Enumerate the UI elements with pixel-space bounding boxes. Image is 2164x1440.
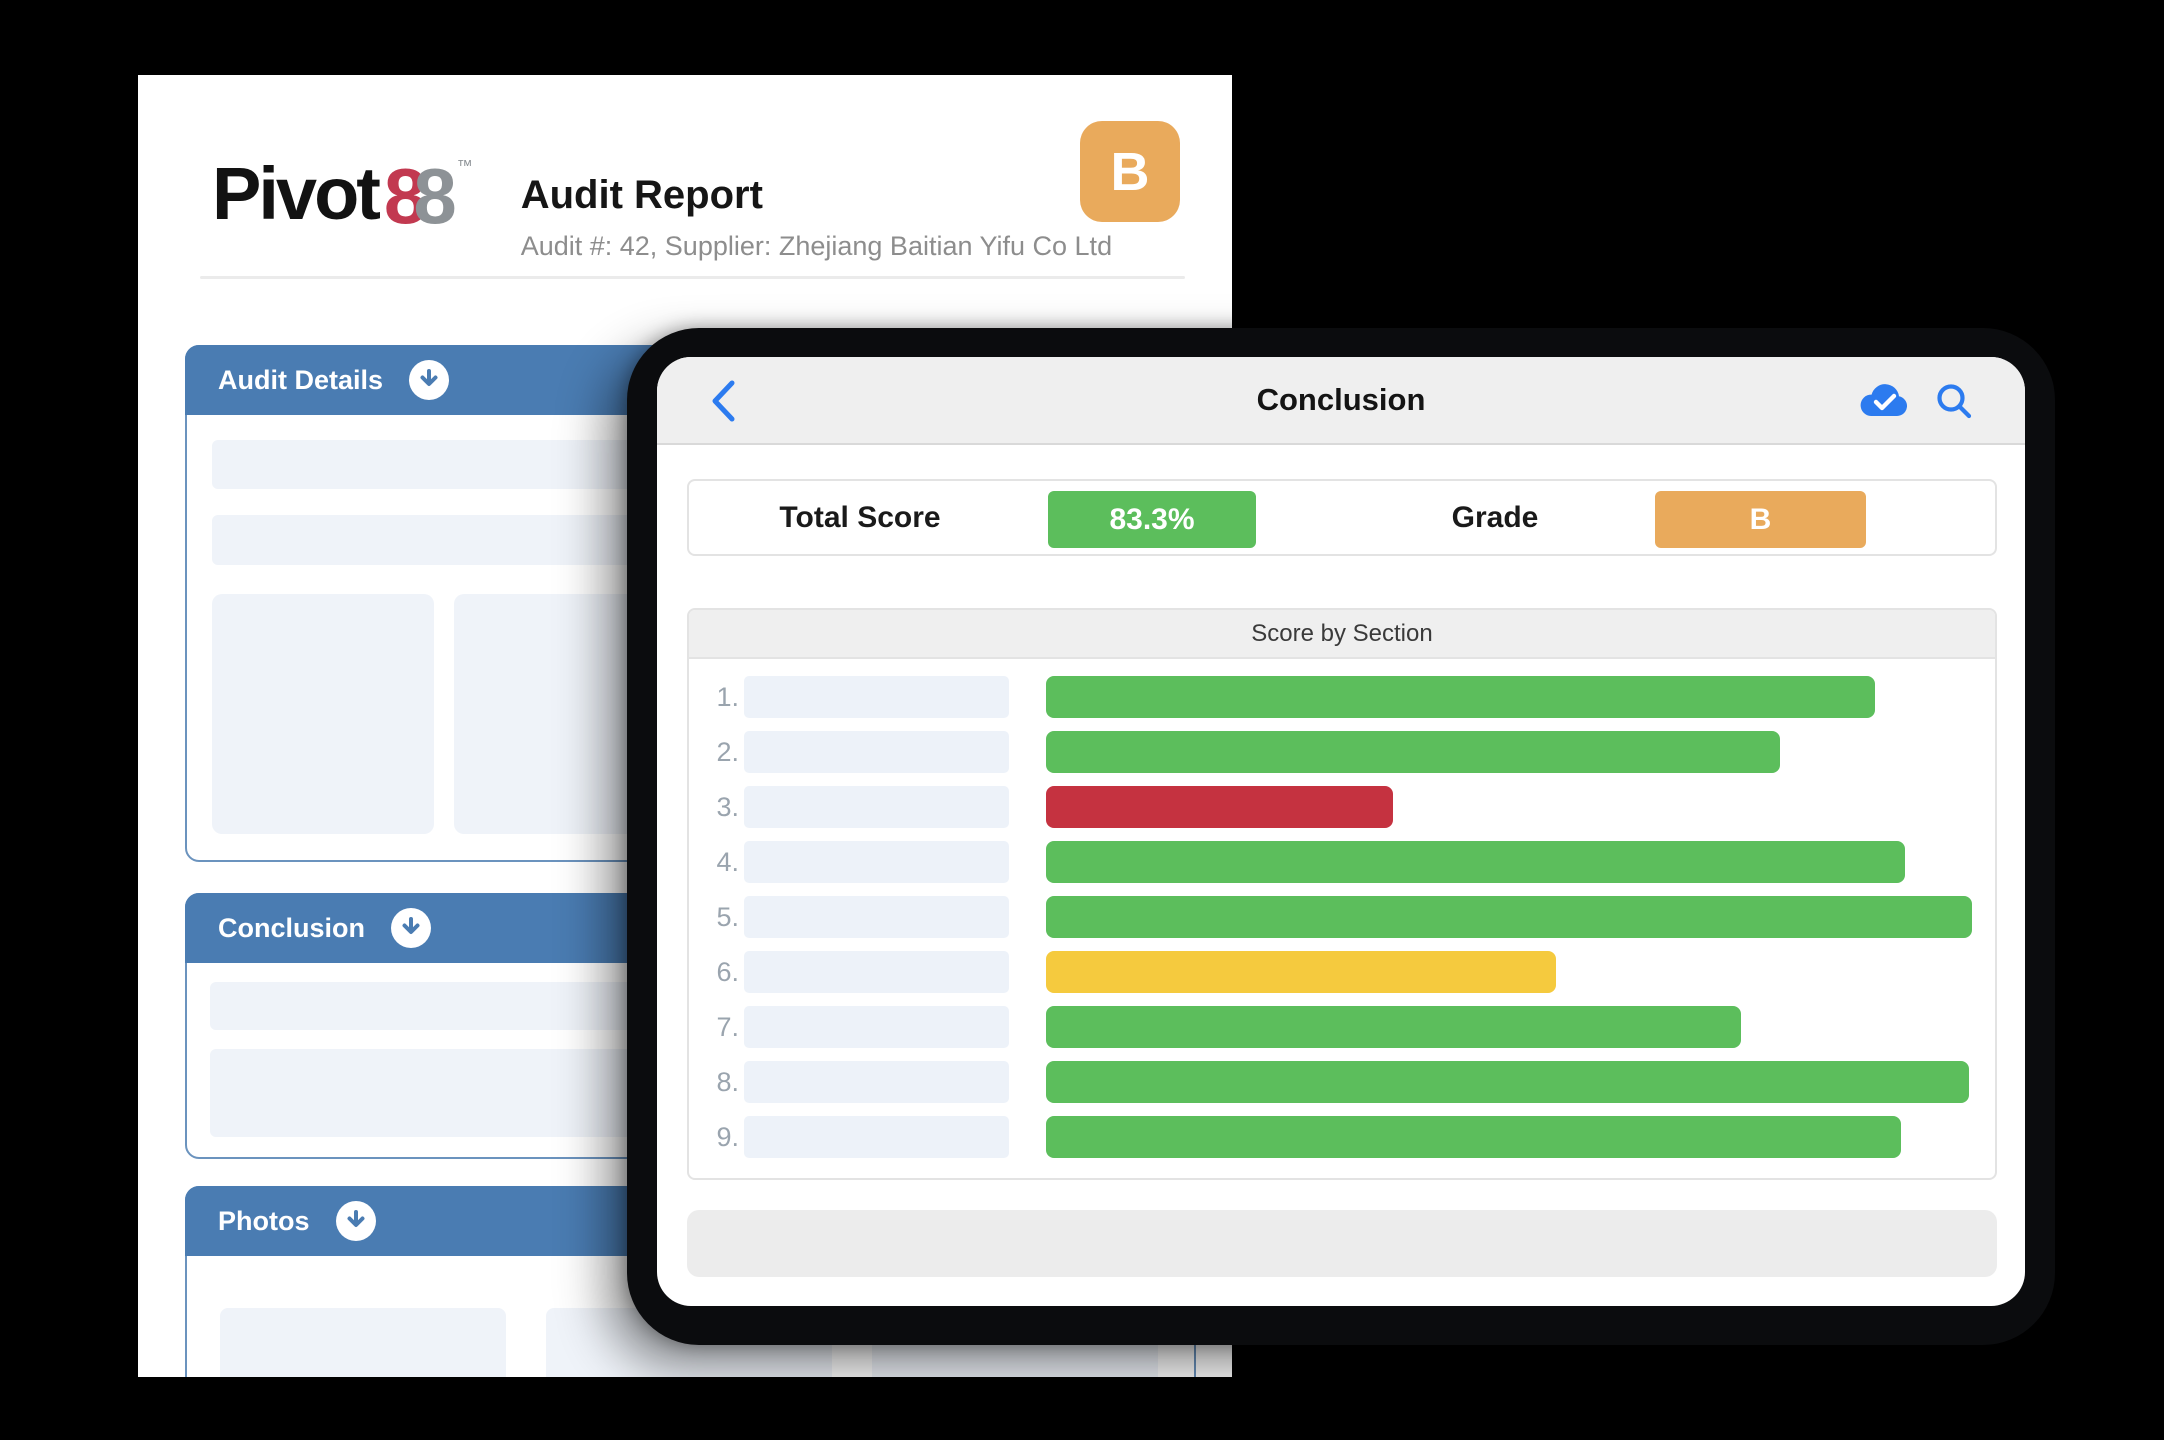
score-bar <box>1046 841 1906 883</box>
score-bar <box>1046 786 1394 828</box>
score-bar-track <box>1046 1061 1972 1103</box>
photos-label: Photos <box>218 1205 310 1236</box>
section-number: 3. <box>716 791 739 822</box>
score-bar <box>1046 896 1972 938</box>
score-by-section-title: Score by Section <box>689 610 1995 659</box>
download-arrow-icon <box>420 369 438 386</box>
cloud-check-icon <box>1860 384 1908 416</box>
section-number: 6. <box>716 956 739 987</box>
download-arrow-icon <box>402 917 420 934</box>
section-name-placeholder <box>744 951 1009 993</box>
section-name-placeholder <box>744 1006 1009 1048</box>
logo-eight-gray: 8 <box>413 152 457 240</box>
score-bar-track <box>1046 951 1972 993</box>
report-grade-badge: B <box>1080 121 1180 222</box>
section-score-row: 7. <box>689 1006 1995 1048</box>
section-score-row: 9. <box>689 1116 1995 1158</box>
score-bar <box>1046 951 1557 993</box>
report-subtitle: Audit #: 42, Supplier: Zhejiang Baitian … <box>520 231 1113 261</box>
score-bar <box>1046 676 1875 718</box>
download-button[interactable] <box>409 360 450 400</box>
section-number: 4. <box>716 846 739 877</box>
score-bar-track <box>1046 1006 1972 1048</box>
score-bar-track <box>1046 786 1972 828</box>
score-bar-track <box>1046 896 1972 938</box>
score-bar-track <box>1046 841 1972 883</box>
logo-wordmark: Pivot <box>212 152 381 235</box>
section-score-row: 8. <box>689 1061 1995 1103</box>
section-number: 2. <box>716 736 739 767</box>
header-divider <box>200 276 1185 279</box>
section-number: 5. <box>716 901 739 932</box>
tablet-nav-bar: Conclusion <box>657 357 2025 445</box>
section-name-placeholder <box>744 786 1009 828</box>
download-button[interactable] <box>391 908 431 948</box>
section-name-placeholder <box>744 841 1009 883</box>
pivot88-logo: Pivot 8 8 ™ <box>212 152 473 240</box>
section-number: 7. <box>716 1011 739 1042</box>
score-bar <box>1046 1006 1741 1048</box>
section-name-placeholder <box>744 1116 1009 1158</box>
tablet-screen: Conclusion <box>657 357 2025 1306</box>
section-score-row: 6. <box>689 951 1995 993</box>
download-arrow-icon <box>347 1210 364 1227</box>
section-name-placeholder <box>744 731 1009 773</box>
section-number: 9. <box>716 1121 739 1152</box>
score-bar-track <box>1046 1116 1972 1158</box>
tablet-device-frame: Conclusion <box>627 328 2055 1345</box>
score-bar-track <box>1046 676 1972 718</box>
screen-title: Conclusion <box>1256 382 1426 417</box>
report-title-block: Audit Report Audit #: 42, Supplier: Zhej… <box>521 157 1112 262</box>
logo-trademark: ™ <box>456 158 473 175</box>
logo-eight-red: 8 <box>383 152 428 240</box>
section-number: 1. <box>716 681 739 712</box>
section-name-placeholder <box>744 1061 1009 1103</box>
grade-badge: B <box>1655 491 1866 548</box>
section-score-row: 2. <box>689 731 1995 773</box>
block-placeholder <box>212 594 434 834</box>
score-bar <box>1046 731 1781 773</box>
nav-actions <box>1857 357 1973 445</box>
score-by-section-card: Score by Section 1. 2. 3. 4. 5. <box>687 608 1997 1180</box>
section-name-placeholder <box>744 676 1009 718</box>
section-number: 8. <box>716 1066 739 1097</box>
score-bar-track <box>1046 731 1972 773</box>
section-score-rows: 1. 2. 3. 4. 5. 6. <box>689 659 1995 1158</box>
total-score-badge: 83.3% <box>1048 491 1256 548</box>
search-button[interactable] <box>1935 382 1973 420</box>
section-score-row: 4. <box>689 841 1995 883</box>
section-score-row: 1. <box>689 676 1995 718</box>
back-button[interactable] <box>703 379 743 423</box>
score-summary-card: Total Score 83.3% Grade B <box>687 479 1997 556</box>
section-score-row: 3. <box>689 786 1995 828</box>
report-header: Pivot 8 8 ™ Audit Report Audit #: 42, Su… <box>212 157 1112 262</box>
photo-placeholder <box>220 1308 506 1377</box>
conclusion-label: Conclusion <box>218 912 365 943</box>
score-bar <box>1046 1116 1901 1158</box>
grade-label: Grade <box>1451 500 1539 534</box>
chevron-left-icon <box>712 380 735 422</box>
section-score-row: 5. <box>689 896 1995 938</box>
footer-placeholder <box>687 1210 1997 1277</box>
search-icon <box>1937 384 1972 419</box>
cloud-sync-button[interactable] <box>1857 383 1909 419</box>
score-bar <box>1046 1061 1970 1103</box>
section-name-placeholder <box>744 896 1009 938</box>
total-score-label: Total Score <box>779 500 941 534</box>
download-button[interactable] <box>335 1201 376 1241</box>
report-title: Audit Report <box>520 173 763 217</box>
audit-details-label: Audit Details <box>218 364 384 395</box>
